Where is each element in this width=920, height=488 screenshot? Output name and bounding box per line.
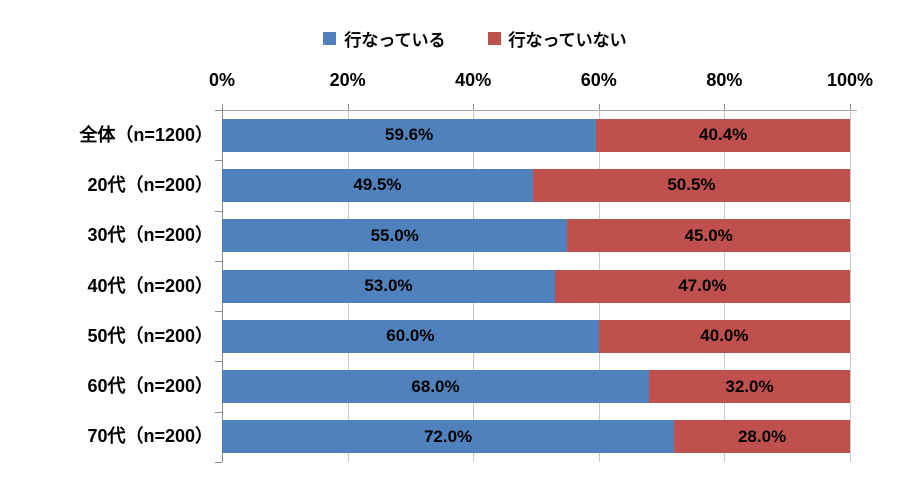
bar-value-label: 72.0% [423,426,473,446]
category-label: 40代（n=200） [87,275,213,296]
y-axis-tick-mark [215,411,222,413]
bar-segment: 40.4% [596,118,850,152]
bar-value-label: 55.0% [370,225,419,245]
bar-value-label: 60.0% [386,326,435,346]
bar-segment: 47.0% [554,269,850,303]
gridline [850,110,851,462]
bar-segment: 49.5% [222,168,533,202]
bar-value-label: 47.0% [678,276,727,295]
category-label: 20代（n=200） [87,174,213,195]
y-axis-tick-mark [215,110,222,111]
bar-value-label: 40.0% [700,326,749,346]
y-axis-tick-mark [215,210,222,212]
legend-swatch [487,32,501,45]
bar-value-label: 49.5% [353,175,402,195]
x-axis-tick-label: 40% [455,70,492,90]
bar-segment: 45.0% [567,219,850,253]
bar-value-label: 45.0% [684,225,733,245]
bar-segment: 72.0% [222,420,675,454]
bar-segment: 53.0% [222,269,555,303]
bar-value-label: 59.6% [385,125,434,145]
bar-segment: 60.0% [222,319,599,353]
legend-label: 行なっていない [508,31,627,50]
bar-segment: 32.0% [649,370,850,404]
bar-value-label: 32.0% [725,376,774,396]
category-label: 全体（n=1200） [79,124,213,145]
plot-area: 59.6% 40.4% 49.5% 50.5% 55.0% 45.0% 53.0% 47.0%… [222,110,851,462]
bar-segment: 40.0% [598,319,850,353]
chart-legend: 行なっている 行なっていない [0,26,920,51]
bar-row: 49.5% 50.5% [222,168,850,202]
bar-row: 59.6% 40.4% [222,118,850,152]
legend-item: 行なっていない [487,26,627,51]
x-axis-tick-label: 0% [208,70,236,90]
bar-row: 55.0% 45.0% [222,219,850,253]
legend-swatch [323,32,337,45]
x-axis-tick-label: 100% [826,70,874,90]
bar-value-label: 50.5% [667,175,716,195]
y-axis-tick-mark [215,462,222,463]
category-label: 30代（n=200） [87,225,213,246]
category-label: 60代（n=200） [87,376,213,397]
bar-value-label: 40.4% [699,125,748,145]
x-axis-tick-label: 80% [706,70,743,90]
bar-segment: 50.5% [532,168,850,202]
category-label: 70代（n=200） [87,426,213,447]
y-axis-tick-mark [215,260,222,262]
bar-segment: 59.6% [222,118,597,152]
bar-value-label: 28.0% [737,426,787,446]
y-axis-tick-mark [215,160,222,162]
category-label: 50代（n=200） [87,325,213,346]
bar-segment: 28.0% [674,420,850,454]
bar-row: 72.0% 28.0% [222,420,850,454]
y-axis-tick-mark [215,361,222,363]
bar-segment: 55.0% [222,219,568,253]
bar-row: 68.0% 32.0% [222,370,850,404]
bar-row: 53.0% 47.0% [222,269,850,303]
x-axis-tick-label: 60% [580,70,617,90]
x-axis-tick-label: 20% [329,70,366,90]
bar-row: 60.0% 40.0% [222,319,850,353]
bar-segment: 68.0% [222,370,650,404]
bar-value-label: 53.0% [364,276,413,295]
legend-label: 行なっている [344,31,446,50]
y-axis-tick-mark [215,311,222,313]
bar-value-label: 68.0% [411,376,460,396]
legend-item: 行なっている [323,26,446,51]
